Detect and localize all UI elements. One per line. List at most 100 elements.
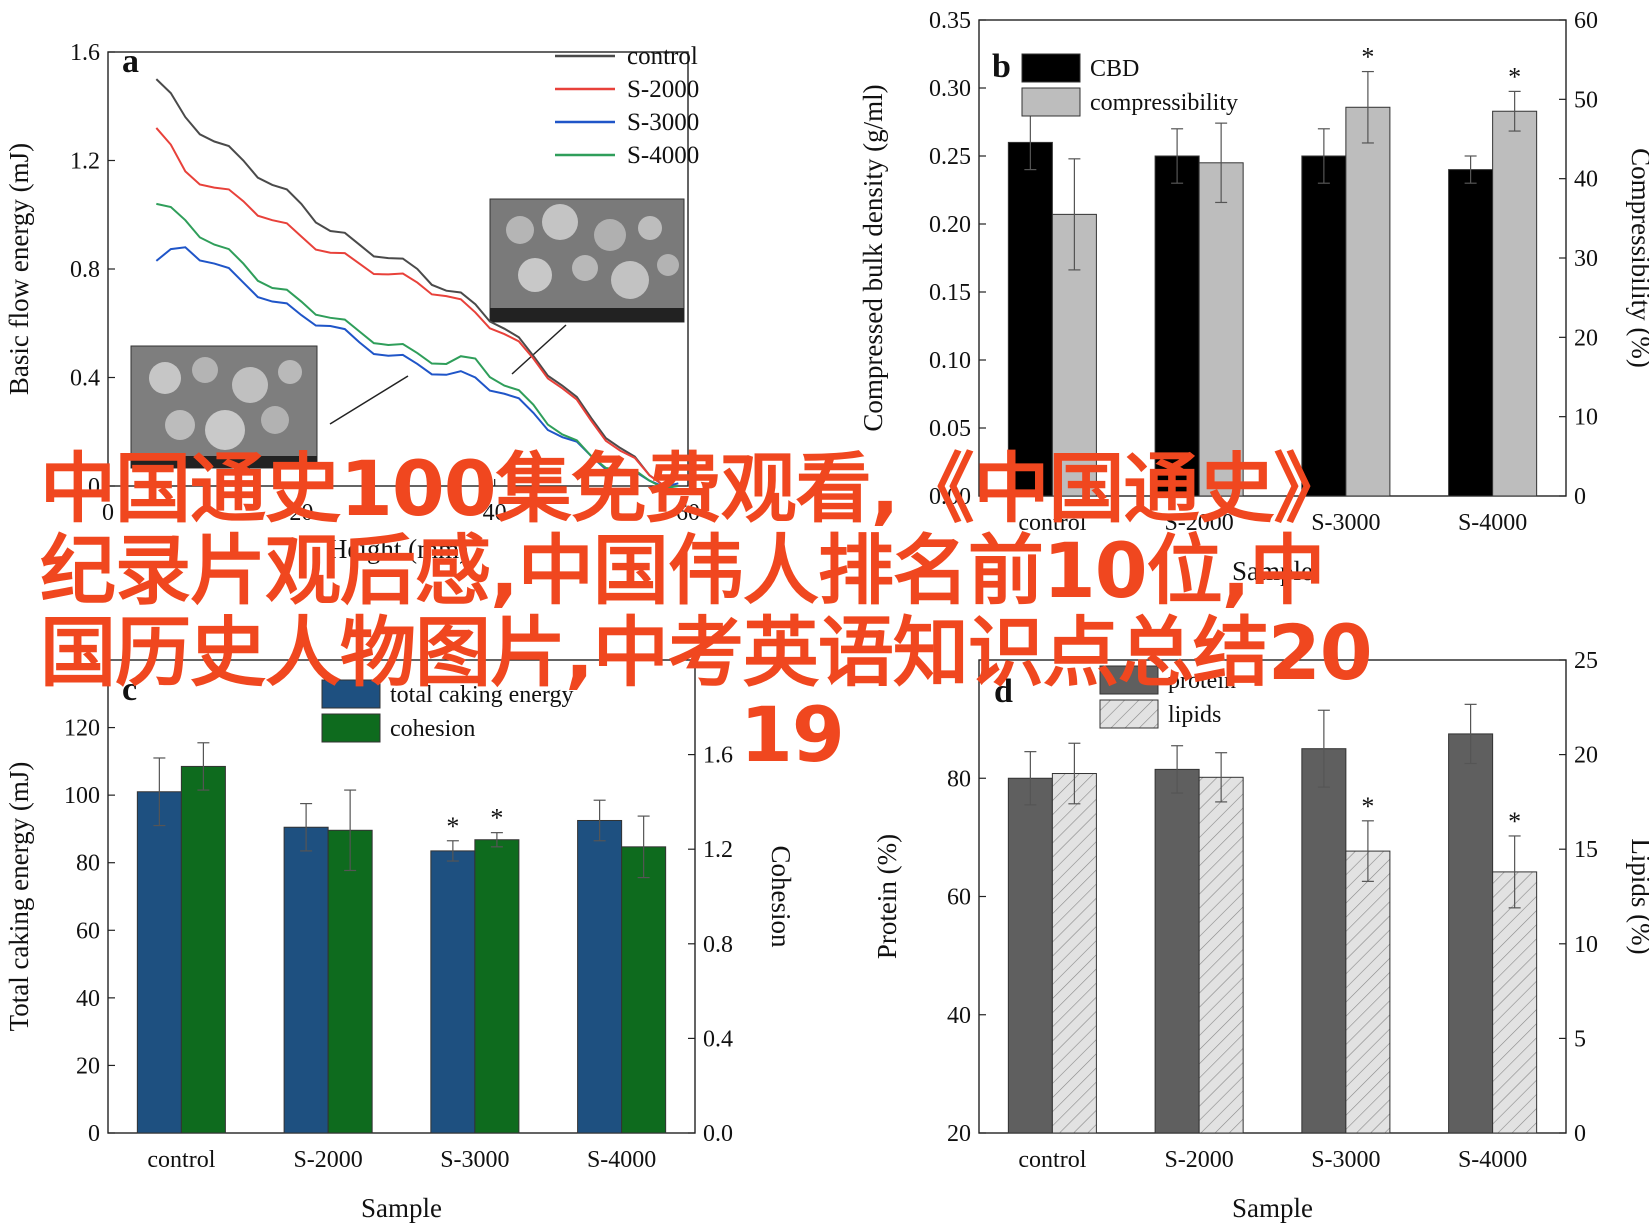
series-line-S-2000: [155, 127, 679, 487]
x-axis-label: Sample: [1232, 556, 1313, 586]
y2-tick-label: 60: [1574, 8, 1598, 34]
panel-a-letter: a: [122, 43, 139, 80]
x-tick-label: 20: [289, 500, 313, 526]
bar-protein: [1154, 768, 1200, 1134]
bar-CBD: [1007, 141, 1053, 497]
y-axis-label: Basic flow energy (mJ): [4, 143, 34, 395]
bar-total-caking-energy: [136, 791, 182, 1134]
y2-axis-label: Cohesion: [766, 845, 796, 948]
legend-label: CBD: [1090, 56, 1139, 82]
legend-swatch: [1099, 665, 1159, 695]
sem-inset-image-upper: [489, 198, 685, 323]
y-tick-label: 40: [76, 986, 100, 1012]
y-tick-label: 80: [947, 766, 971, 792]
bar-cohesion: [474, 839, 520, 1134]
x-tick-label: S-4000: [1458, 1147, 1527, 1173]
y-axis-label: Total caking energy (mJ): [4, 762, 34, 1032]
y2-axis-label: Lipids (%): [1626, 838, 1649, 954]
y-tick-label: 0: [88, 474, 100, 500]
bar-protein: [1007, 777, 1053, 1134]
y-tick-label: 0.20: [929, 212, 971, 238]
bar-lipids: [1345, 850, 1391, 1134]
bar-CBD: [1301, 155, 1347, 497]
legend-label: protein: [1168, 668, 1236, 694]
y-tick-label: 60: [76, 918, 100, 944]
legend-label: control: [627, 43, 698, 70]
legend-swatch: [321, 679, 381, 709]
y-tick-label: 1.2: [70, 149, 100, 175]
legend-swatch: [1099, 699, 1159, 729]
legend-label: S-2000: [627, 76, 699, 103]
bar-protein: [1448, 733, 1494, 1134]
x-tick-label: control: [1018, 510, 1086, 536]
inset-arrow-upper: [511, 324, 567, 375]
y-tick-label: 0.25: [929, 144, 971, 170]
panel-c: c 0 20 40 60 80 100 120 Total caking energy (mJ…: [4, 659, 796, 1223]
bar-lipids: [1198, 776, 1244, 1134]
bar-protein: [1301, 748, 1347, 1134]
y-tick-label: 40: [947, 1003, 971, 1029]
y2-axis-label: Compressibility (%): [1626, 148, 1649, 368]
y2-tick-label: 1.6: [703, 743, 733, 769]
panel-c-letter: c: [122, 671, 137, 708]
legend-swatch: [321, 713, 381, 743]
x-tick-label: S-3000: [1311, 1147, 1380, 1173]
y-tick-label: 0.05: [929, 416, 971, 442]
inset-arrow-lower: [329, 375, 409, 425]
panel-d: d 20 40 60 80 Protein (%) 0 5 10 15 20 25 Lipids (%…: [872, 648, 1649, 1223]
significance-marker: *: [1508, 807, 1521, 836]
x-axis-label: Height (mm): [328, 534, 468, 564]
x-tick-label: S-2000: [1164, 510, 1233, 536]
y-tick-label: 0.8: [70, 257, 100, 283]
bar-total-caking-energy: [283, 826, 329, 1134]
y2-tick-label: 10: [1574, 405, 1598, 431]
panel-b-letter: b: [992, 48, 1011, 85]
y2-tick-label: 50: [1574, 87, 1598, 113]
bar-lipids: [1051, 773, 1097, 1134]
legend-label: total caking energy: [390, 682, 574, 708]
y2-tick-label: 0: [1574, 1121, 1586, 1147]
y-tick-label: 1.6: [70, 40, 100, 66]
bar-cohesion: [180, 765, 226, 1134]
y-tick-label: 20: [947, 1121, 971, 1147]
x-tick-label: S-3000: [440, 1147, 509, 1173]
significance-marker: *: [1508, 62, 1521, 91]
legend-swatch: [1021, 53, 1081, 83]
panel-a: a 0 0.4 0.8 1.2 1.6 Basic flow energy (mJ) 0 20…: [4, 40, 700, 564]
y2-tick-label: 10: [1574, 932, 1598, 958]
bar-cohesion: [327, 829, 373, 1134]
y-tick-label: 100: [64, 783, 100, 809]
x-tick-label: control: [147, 1147, 215, 1173]
x-tick-label: S-4000: [587, 1147, 656, 1173]
y-tick-label: 20: [76, 1053, 100, 1079]
bar-compressibility: [1492, 110, 1538, 497]
y-tick-label: 0.10: [929, 348, 971, 374]
y-tick-label: 0: [88, 1121, 100, 1147]
y2-tick-label: 30: [1574, 246, 1598, 272]
y2-tick-label: 20: [1574, 743, 1598, 769]
x-tick-label: control: [1018, 1147, 1086, 1173]
significance-marker: *: [1361, 43, 1374, 72]
y-tick-label: 0.00: [929, 484, 971, 510]
bar-total-caking-energy: [577, 819, 623, 1134]
legend-label: S-3000: [627, 109, 699, 136]
sem-inset-image-lower: [130, 345, 318, 469]
significance-marker: *: [490, 804, 503, 833]
y-tick-label: 120: [64, 716, 100, 742]
panel-d-letter: d: [994, 673, 1013, 710]
legend-label: cohesion: [390, 716, 475, 742]
series-line-control: [155, 78, 679, 487]
y2-tick-label: 0: [1574, 484, 1586, 510]
bar-lipids: [1492, 871, 1538, 1134]
y2-tick-label: 1.2: [703, 837, 733, 863]
y2-tick-label: 15: [1574, 837, 1598, 863]
y2-tick-label: 0.0: [703, 1121, 733, 1147]
y2-tick-label: 0.8: [703, 932, 733, 958]
y-tick-label: 0.4: [70, 366, 100, 392]
y-tick-label: 60: [947, 885, 971, 911]
y2-tick-label: 0.4: [703, 1026, 733, 1052]
x-axis-label: Sample: [1232, 1193, 1313, 1223]
bar-CBD: [1154, 155, 1200, 497]
series-line-S-4000: [156, 202, 679, 490]
